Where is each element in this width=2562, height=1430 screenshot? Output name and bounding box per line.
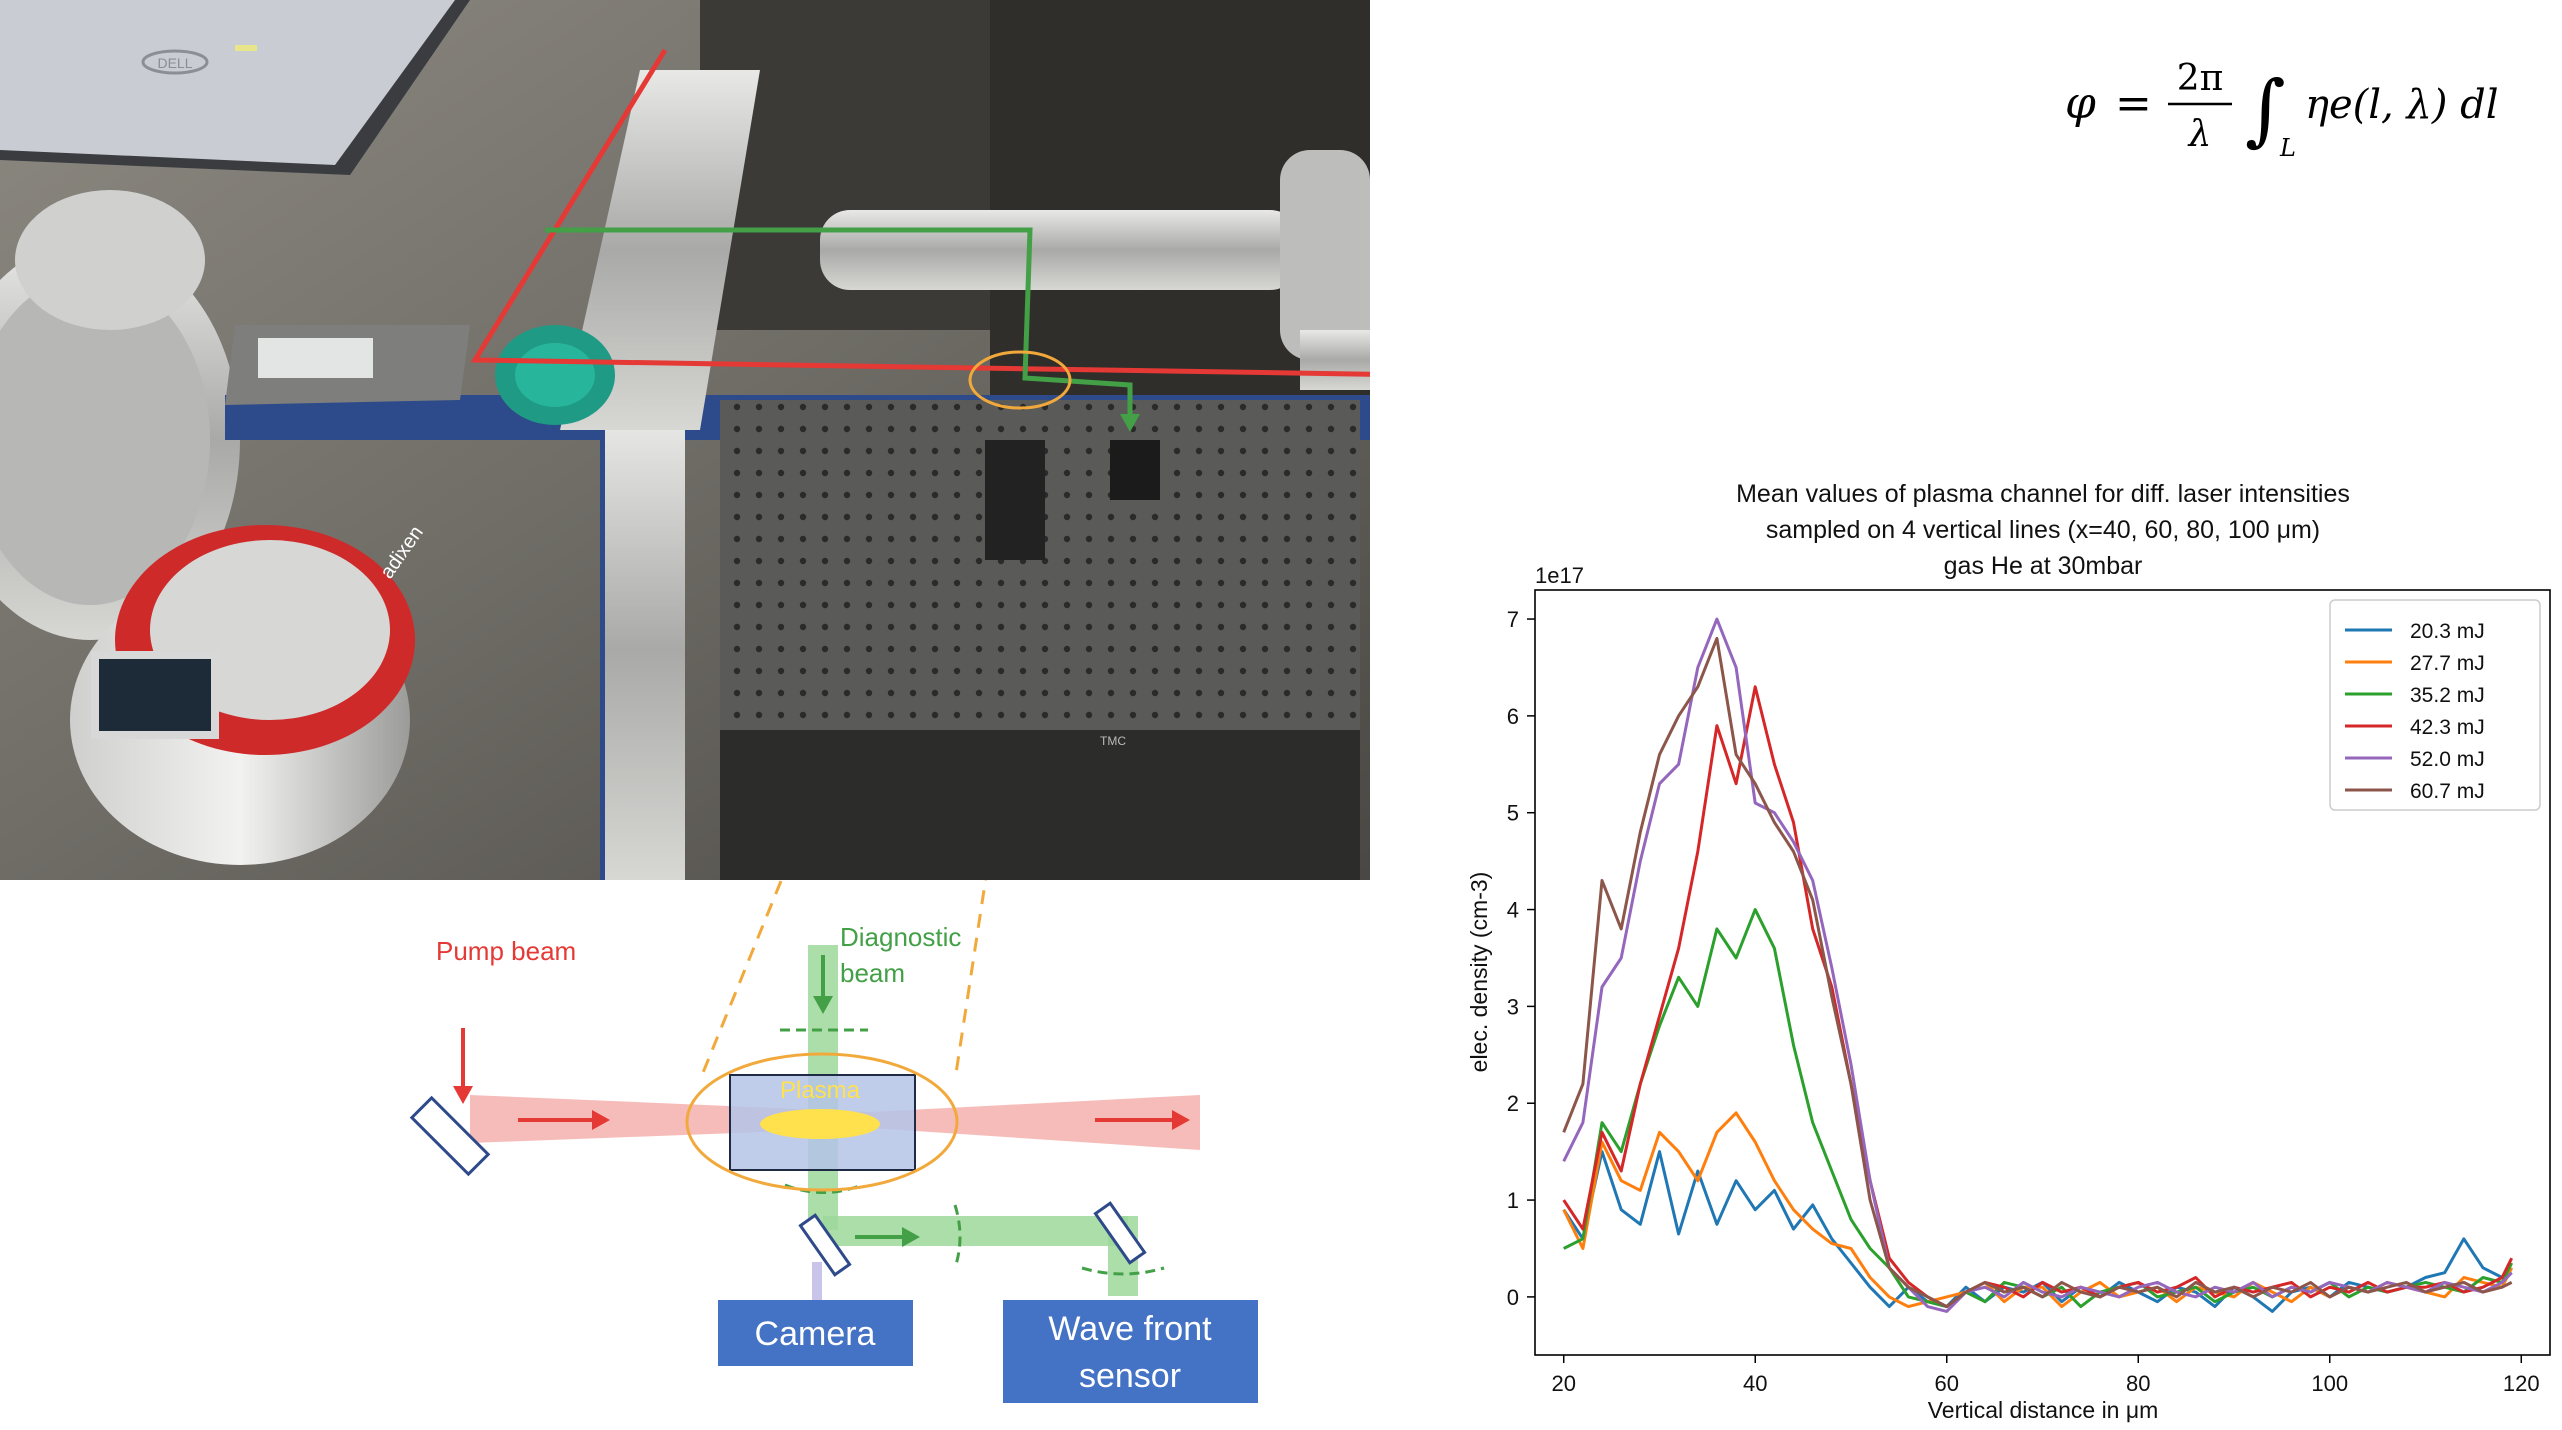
x-tick-label: 20 — [1551, 1371, 1575, 1396]
camera-mirror — [798, 1213, 852, 1277]
equation-numerator: 2π — [2177, 58, 2224, 99]
chart-title-line2: sampled on 4 vertical lines (x=40, 60, 8… — [1766, 516, 2320, 544]
x-tick-label: 60 — [1935, 1371, 1959, 1396]
y-tick-label: 6 — [1507, 704, 1519, 729]
series-lines — [1562, 617, 2514, 1313]
diagnostic-label-line1: Diagnostic — [840, 922, 961, 952]
y-tick-label: 5 — [1507, 801, 1519, 826]
pump-beam-label: Pump beam — [436, 936, 576, 966]
equation-denominator: λ — [2187, 114, 2212, 155]
y-tick-label: 7 — [1507, 607, 1519, 632]
diagnostic-beam-arrowhead — [1120, 414, 1140, 432]
diag-right-arrow — [902, 1227, 920, 1247]
phase-equation: φ = 2π λ ∫ L ηe(l, λ) dl — [2060, 28, 2500, 168]
equation-integral: ∫ — [2245, 65, 2286, 155]
diag-down-arrow — [813, 996, 833, 1014]
optical-schematic: Plasma Pump beam Diagnostic beam Camera … — [409, 880, 1258, 1403]
camera-body — [1110, 440, 1160, 500]
pump-arrow-2 — [1172, 1110, 1190, 1130]
equation-equals: = — [2115, 78, 2152, 129]
plasma-label: Plasma — [780, 1077, 861, 1104]
equation-subscript: L — [2279, 134, 2296, 162]
chart-title-line3: gas He at 30mbar — [1944, 552, 2143, 580]
legend: 20.3 mJ 27.7 mJ 35.2 mJ 42.3 mJ 52.0 mJ 60.7 … — [2329, 599, 2541, 811]
x-tick-label: 80 — [2126, 1371, 2150, 1396]
legend-entry: 20.3 mJ — [2410, 620, 2485, 643]
vacuum-chamber-left — [0, 190, 240, 640]
x-tick-label: 100 — [2311, 1371, 2348, 1396]
x-tick-label: 120 — [2503, 1371, 2540, 1396]
pressure-gauge-left — [225, 325, 470, 405]
diagnostic-beam-horizontal — [823, 1216, 1128, 1246]
table-brand-label: TMC — [1100, 734, 1126, 748]
camera-beam — [812, 1262, 822, 1300]
wfs-label-line2: sensor — [1079, 1357, 1181, 1395]
lab-setup-photo: DELL adixen TMC — [0, 0, 1370, 880]
x-ticks: 20 40 60 80 100 120 — [1551, 1355, 2540, 1396]
plasma-ellipse — [760, 1109, 880, 1139]
y-tick-label: 0 — [1507, 1285, 1519, 1310]
legend-entry: 27.7 mJ — [2410, 652, 2485, 675]
horizontal-pipe — [820, 210, 1300, 290]
lens-tube — [985, 440, 1045, 560]
x-axis-label: Vertical distance in μm — [1928, 1397, 2159, 1423]
wavefront-sensor-box — [1003, 1300, 1258, 1403]
series-line-5 — [1562, 636, 2513, 1309]
camera-box — [718, 1300, 913, 1366]
diagnostic-label-line2: beam — [840, 958, 905, 988]
plasma-region-ellipse — [968, 350, 1072, 410]
density-chart: Mean values of plasma channel for diff. … — [1370, 470, 2562, 1430]
vertical-pipe — [605, 420, 685, 880]
legend-entry: 60.7 mJ — [2410, 780, 2485, 803]
y-axis-label: elec. density (cm-3) — [1466, 872, 1492, 1073]
legend-entry: 52.0 mJ — [2410, 748, 2485, 771]
y-tick-label: 1 — [1507, 1188, 1519, 1213]
pump-arrow-1 — [592, 1110, 610, 1130]
pump-down-arrow — [453, 1086, 473, 1104]
y-tick-label: 3 — [1507, 994, 1519, 1019]
equation-body: ηe(l, λ) dl — [2305, 82, 2499, 128]
pump-mirror — [409, 1095, 491, 1177]
y-ticks: 0 1 2 3 4 5 6 7 — [1507, 607, 1535, 1310]
sensor-mirror — [1093, 1201, 1147, 1265]
series-line-3 — [1562, 685, 2514, 1309]
small-monitor — [91, 651, 219, 739]
green-flange — [495, 325, 615, 425]
region-ellipse — [685, 1052, 959, 1192]
equation-lhs: φ — [2065, 78, 2096, 129]
pump-beam-overlay — [470, 48, 1370, 377]
x-tick-label: 40 — [1743, 1371, 1767, 1396]
laptop: DELL — [0, 0, 470, 175]
projection-line-right — [953, 880, 988, 1081]
y-tick-label: 4 — [1507, 898, 1519, 923]
plot-area — [1534, 589, 2551, 1356]
y-offset-label: 1e17 — [1535, 563, 1584, 588]
y-tick-label: 2 — [1507, 1091, 1519, 1116]
legend-entry: 35.2 mJ — [2410, 684, 2485, 707]
laptop-logo: DELL — [157, 55, 192, 71]
legend-entry: 42.3 mJ — [2410, 716, 2485, 739]
wfs-label-line1: Wave front — [1048, 1310, 1212, 1348]
camera-label: Camera — [755, 1315, 876, 1353]
diagnostic-beam-overlay — [545, 227, 1133, 420]
diagonal-pipe — [560, 70, 760, 430]
chart-title-line1: Mean values of plasma channel for diff. … — [1736, 480, 2350, 508]
